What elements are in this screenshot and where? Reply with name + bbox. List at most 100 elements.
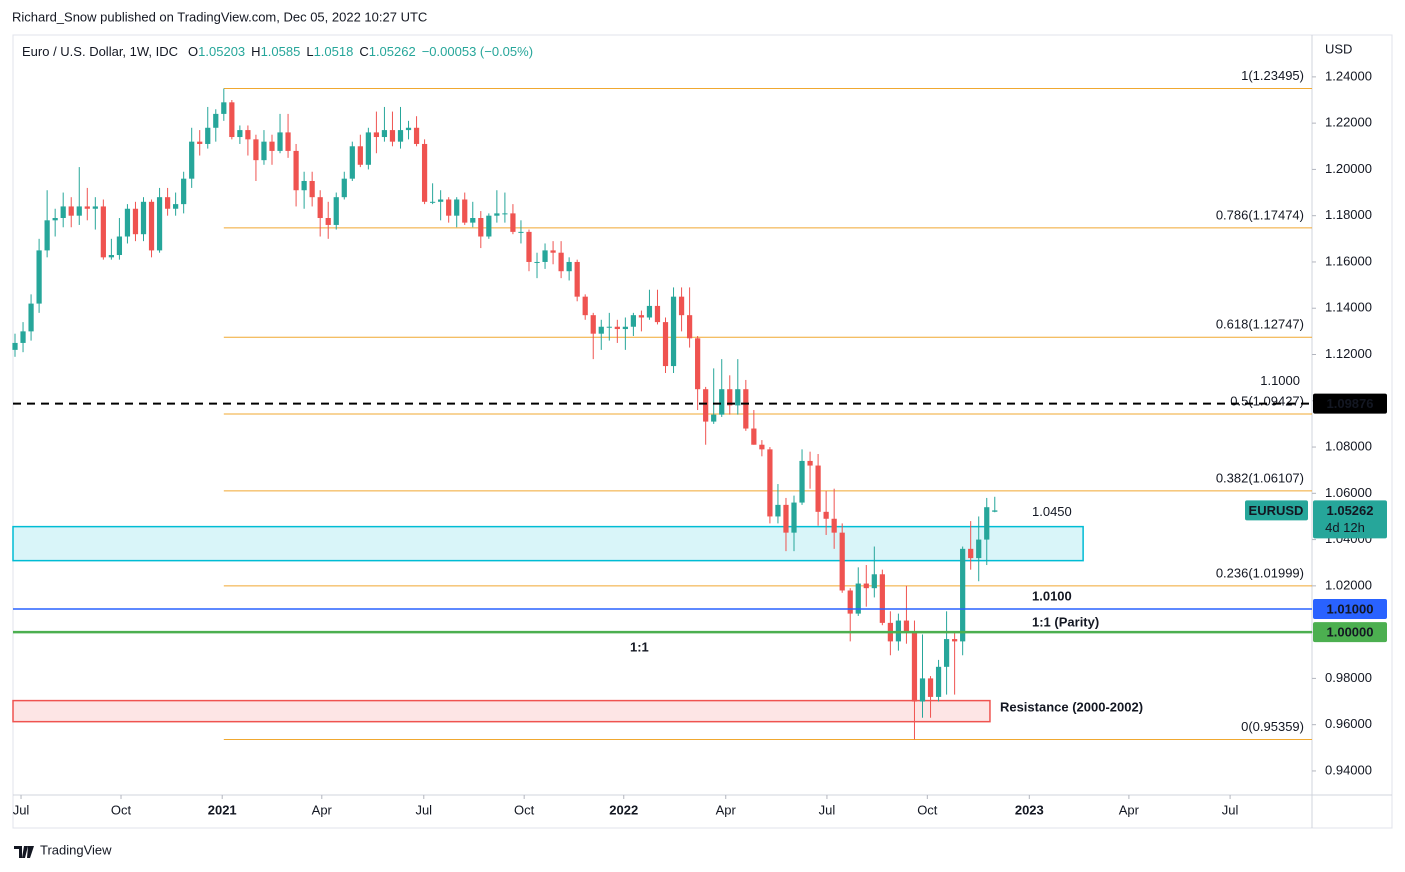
legend: Euro / U.S. Dollar, 1W, IDC O1.05203 H1.05… (22, 44, 533, 59)
candle-body (911, 632, 918, 702)
price-badge-label: 1.00000 (1327, 625, 1374, 640)
candle-body (60, 206, 66, 219)
candle-body (992, 510, 998, 512)
frame (12, 34, 1393, 829)
candle-body (590, 315, 596, 334)
candle-body (678, 296, 685, 316)
candle-body (486, 215, 492, 237)
candle-body (695, 338, 701, 390)
ohlc-value: 1.0518 (314, 44, 354, 59)
candle-body (518, 231, 524, 233)
candle-body (173, 204, 179, 209)
candle-body (879, 574, 885, 623)
candle-body (269, 141, 275, 151)
candle-body (558, 252, 564, 272)
candle-body (614, 326, 620, 330)
candle-body (799, 460, 805, 503)
change: −0.00053 (−0.05%) (422, 44, 533, 59)
byline: Richard_Snow published on TradingView.co… (12, 9, 427, 24)
y-tick-label: 1.22000 (1325, 115, 1372, 130)
candle-body (373, 132, 380, 138)
candle-body (510, 213, 516, 232)
candle-body (831, 518, 837, 533)
candle-body (261, 141, 267, 161)
candle-body (454, 199, 460, 216)
note: 1.1000 (1260, 373, 1300, 388)
x-tick-label: 2023 (1015, 802, 1044, 817)
zone (12, 699, 991, 723)
candle-body (325, 218, 331, 225)
candle-body (574, 261, 580, 297)
candle-body (277, 132, 283, 151)
candle-body (943, 639, 950, 667)
candle-body (582, 296, 588, 316)
candle-body (526, 231, 532, 262)
y-tick-label: 1.12000 (1325, 346, 1372, 361)
unit: USD (1325, 41, 1352, 56)
fib-label: 0.5(1.09427) (1230, 393, 1304, 408)
ohlc-value: 1.0585 (261, 44, 301, 59)
candle-body (462, 199, 468, 223)
candle-body (630, 315, 636, 327)
candle-body (670, 296, 677, 367)
candle-body (703, 389, 709, 422)
candle-body (446, 199, 452, 216)
brand-logo (14, 846, 34, 858)
candle-body (767, 449, 773, 517)
candle-body (791, 502, 797, 533)
ohlc-key: C (359, 44, 368, 59)
candle-body (470, 218, 476, 223)
candle-body (807, 460, 813, 466)
candle-body (686, 315, 693, 339)
candle-body (743, 389, 749, 429)
candle-body (20, 331, 26, 343)
ohlc-key: L (306, 44, 313, 59)
candle-body (156, 197, 163, 251)
candle-body (478, 218, 484, 237)
candle-body (984, 507, 990, 540)
last-price-badge (1313, 500, 1387, 539)
candle-body (598, 326, 604, 334)
candle-body (823, 511, 829, 519)
candle-body (775, 504, 781, 517)
candle-body (181, 178, 187, 205)
candle-body (12, 342, 18, 350)
zone (12, 525, 1084, 562)
price-badge-label: 1.09876 (1327, 396, 1374, 411)
candle-body (711, 414, 717, 422)
y-tick-label: 1.24000 (1325, 68, 1372, 83)
candle-body (662, 322, 669, 367)
note: 1.0100 (1032, 588, 1072, 603)
candle-body (759, 444, 765, 450)
candle-body (116, 236, 123, 256)
brand: TradingView (40, 842, 112, 857)
x-tick-label: Oct (111, 802, 132, 817)
y-tick-label: 1.16000 (1325, 253, 1372, 268)
x-tick-label: Jul (1222, 802, 1239, 817)
candle-body (927, 678, 934, 697)
note: Resistance (2000-2002) (1000, 700, 1143, 715)
candle-body (550, 250, 556, 253)
ohlc-key: H (251, 44, 260, 59)
candle-body (542, 250, 548, 262)
y-tick-label: 1.14000 (1325, 300, 1372, 315)
candle-body (502, 213, 508, 215)
fib-label: 0.618(1.12747) (1216, 317, 1304, 332)
candle-body (430, 201, 436, 203)
candle-body (293, 150, 299, 191)
candle-body (341, 178, 347, 198)
candle-body (638, 315, 645, 318)
candle-body (751, 428, 757, 445)
candle-body (205, 127, 211, 144)
symbol: Euro / U.S. Dollar, 1W, IDC (22, 44, 178, 59)
candle-body (309, 180, 315, 198)
note: 1:1 (Parity) (1032, 615, 1099, 630)
candle-body (381, 130, 388, 138)
candle-body (245, 130, 251, 140)
candle-body (164, 197, 171, 209)
candle-body (863, 583, 869, 589)
candle-body (646, 305, 653, 318)
ohlc-value: 1.05203 (198, 44, 245, 59)
candle-body (28, 303, 34, 332)
x-tick-label: Oct (917, 802, 938, 817)
